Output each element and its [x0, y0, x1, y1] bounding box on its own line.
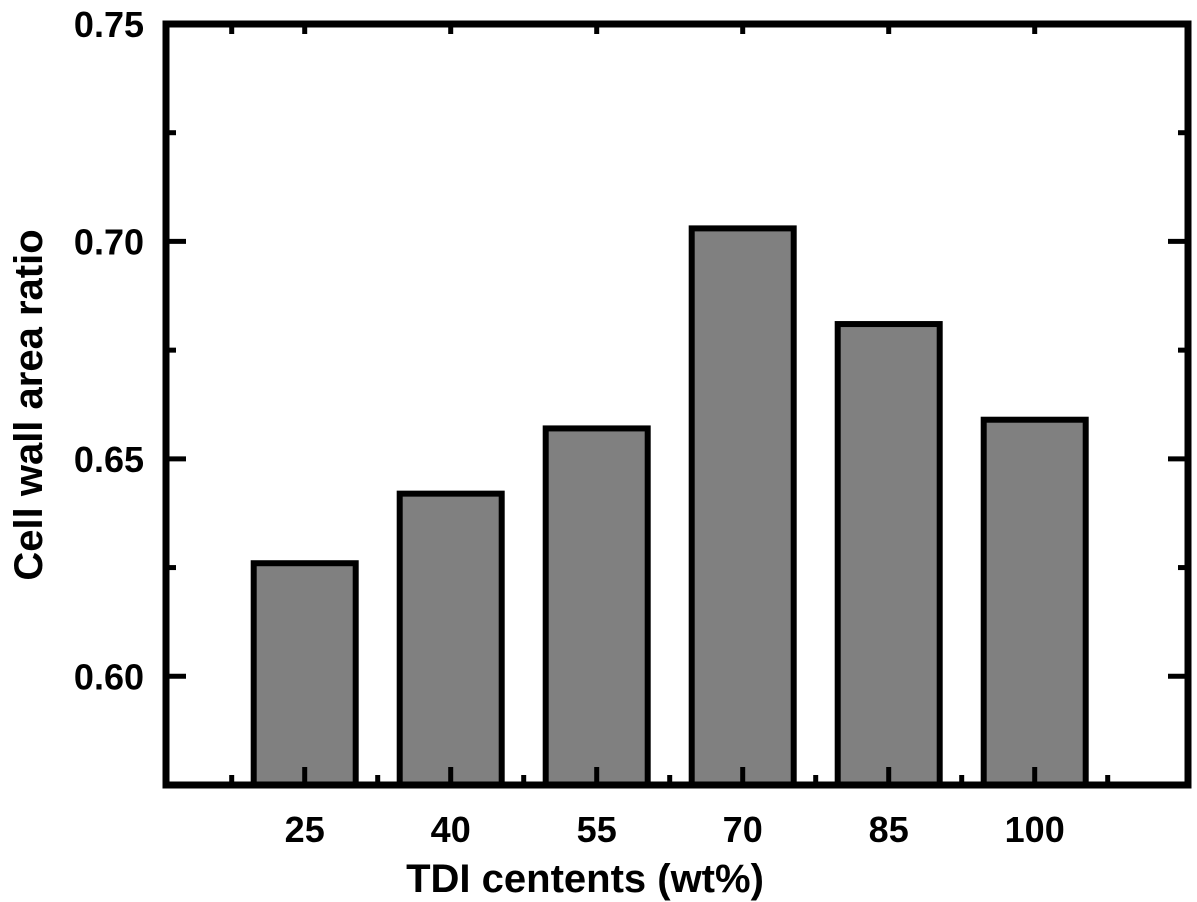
x-tick-label: 85	[869, 809, 909, 850]
x-tick-label: 100	[1005, 809, 1065, 850]
y-tick-label: 0.75	[74, 4, 144, 45]
x-tick-labels: 25 40 55 70 85 100	[285, 809, 1065, 850]
bar-85	[834, 321, 943, 788]
bar-40	[396, 490, 505, 788]
plot-frame	[162, 20, 1192, 789]
bars-group	[250, 225, 1089, 788]
x-tick-label: 25	[285, 809, 325, 850]
x-tick-label: 40	[431, 809, 471, 850]
bar-55	[542, 425, 651, 788]
x-tick-label: 70	[723, 809, 763, 850]
x-tick-label: 55	[577, 809, 617, 850]
y-tick-label: 0.70	[74, 221, 144, 262]
x-axis-title: TDI centents (wt%)	[406, 857, 764, 901]
y-tick-label: 0.60	[74, 656, 144, 697]
y-tick-label: 0.65	[74, 439, 144, 480]
bar-70	[688, 225, 797, 788]
y-tick-labels: 0.60 0.65 0.70 0.75	[74, 4, 144, 697]
bar-25	[250, 560, 359, 788]
y-axis-title: Cell wall area ratio	[7, 229, 51, 580]
bar-100	[980, 416, 1089, 788]
